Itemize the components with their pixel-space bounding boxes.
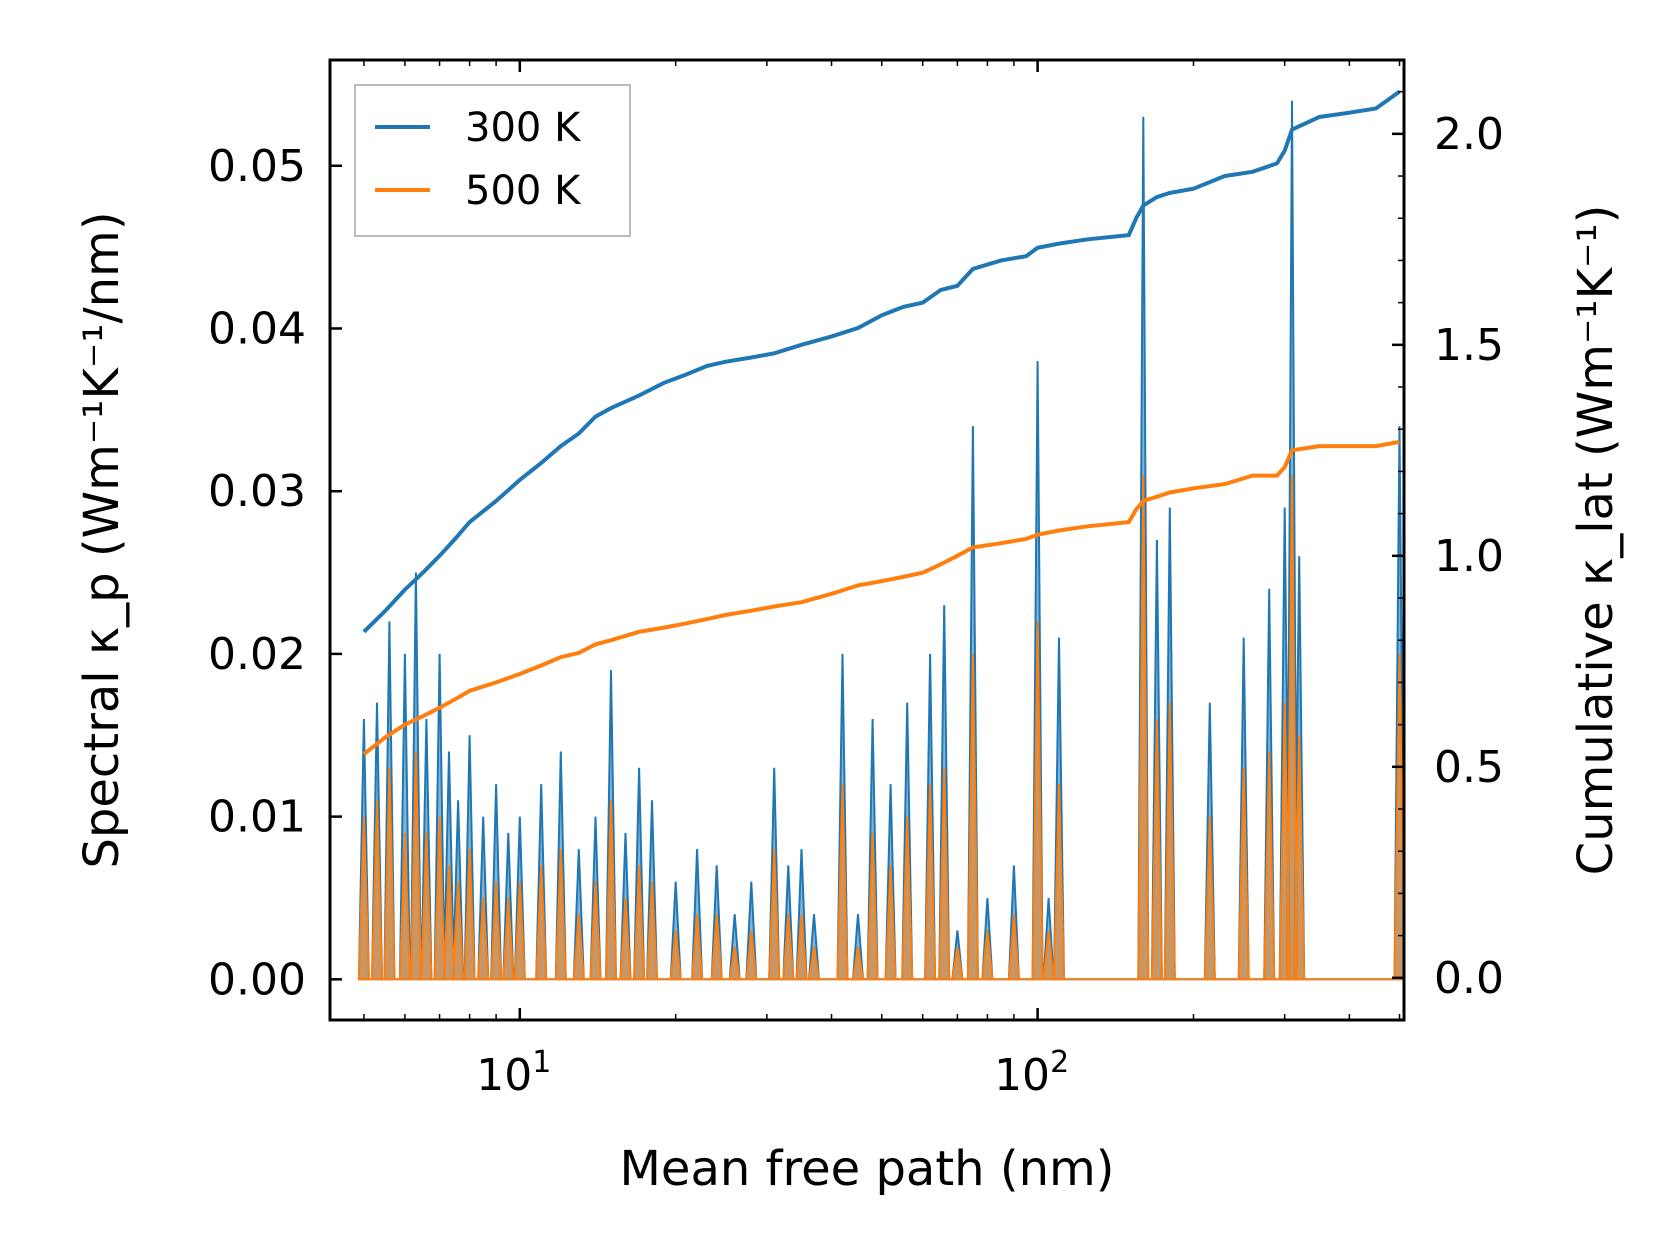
legend-label-300k: 300 K bbox=[465, 105, 582, 151]
axis-ticks bbox=[330, 60, 1404, 1020]
left-tick-label: 0.03 bbox=[208, 466, 306, 517]
plot-frame bbox=[328, 58, 1406, 1022]
x-tick-label: 101 bbox=[476, 1045, 551, 1101]
left-tick-label: 0.04 bbox=[208, 303, 306, 354]
left-tick-label: 0.05 bbox=[208, 141, 306, 192]
right-tick-label: 1.0 bbox=[1434, 531, 1504, 582]
legend-box bbox=[354, 84, 631, 237]
left-tick-label: 0.00 bbox=[208, 954, 306, 1005]
right-y-axis-title: Cumulative κ_lat (Wm⁻¹K⁻¹) bbox=[1568, 205, 1624, 876]
cumulative-lines bbox=[362, 89, 1401, 756]
left-y-axis-title: Spectral κ_p (Wm⁻¹K⁻¹/nm) bbox=[74, 211, 130, 868]
cumulative-line-300k bbox=[362, 89, 1401, 634]
right-tick-label: 1.5 bbox=[1434, 320, 1504, 371]
x-tick-label: 102 bbox=[994, 1045, 1069, 1101]
right-tick-label: 0.0 bbox=[1434, 953, 1504, 1004]
right-tick-label: 2.0 bbox=[1434, 109, 1504, 160]
left-tick-label: 0.02 bbox=[208, 629, 306, 680]
spectral-fill-500k bbox=[357, 474, 1406, 981]
legend-label-500k: 500 K bbox=[465, 168, 582, 214]
cumulative-line-500k bbox=[362, 439, 1400, 756]
spectral-fills bbox=[357, 100, 1406, 981]
x-axis-title: Mean free path (nm) bbox=[620, 1141, 1115, 1197]
legend: 300 K 500 K bbox=[354, 84, 631, 237]
right-tick-label: 0.5 bbox=[1434, 742, 1504, 793]
tick-labels: 0.00 0.01 0.02 0.03 0.04 0.05 0.0 0.5 1.0 1.5 2.0 1… bbox=[208, 109, 1504, 1101]
left-tick-label: 0.01 bbox=[208, 792, 306, 843]
